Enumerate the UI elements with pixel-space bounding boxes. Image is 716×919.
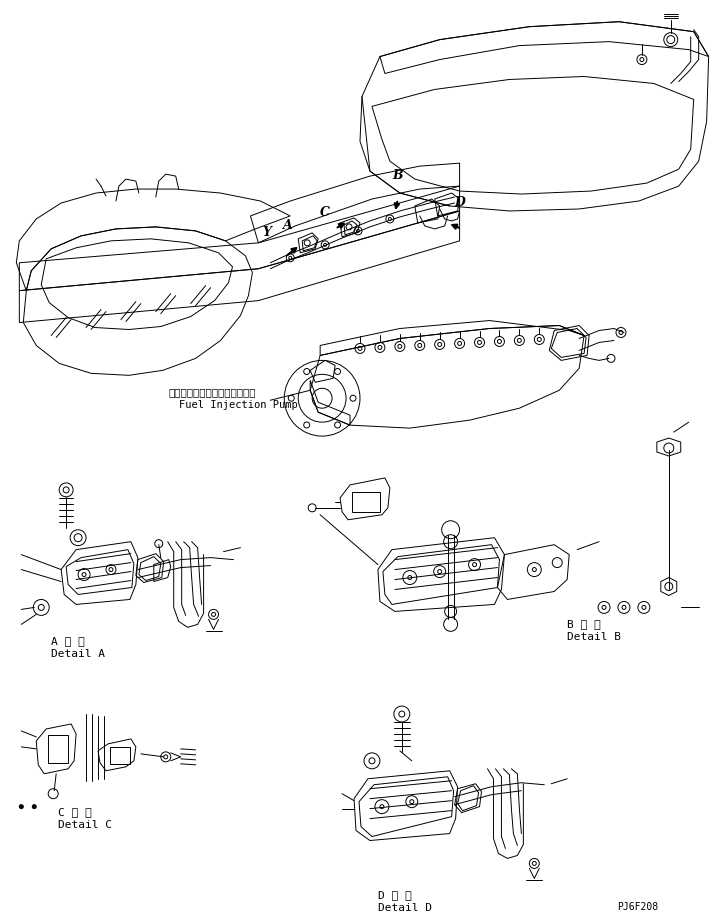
Text: Fuel Injection Pump: Fuel Injection Pump xyxy=(179,400,297,410)
Text: D 詳 細: D 詳 細 xyxy=(378,891,412,901)
Text: Detail B: Detail B xyxy=(567,632,621,642)
Text: PJ6F208: PJ6F208 xyxy=(617,902,658,913)
Text: Detail A: Detail A xyxy=(52,649,105,659)
Bar xyxy=(48,735,68,763)
Circle shape xyxy=(19,805,24,809)
Bar xyxy=(110,747,130,764)
Text: C: C xyxy=(320,206,330,219)
Text: Detail D: Detail D xyxy=(378,903,432,913)
Text: A 詳 細: A 詳 細 xyxy=(52,636,85,646)
Circle shape xyxy=(32,805,37,809)
Text: D: D xyxy=(455,196,465,209)
Text: B 詳 細: B 詳 細 xyxy=(567,619,601,630)
Bar xyxy=(352,492,380,512)
Text: フェルインジェクションポンプ: フェルインジェクションポンプ xyxy=(169,387,256,397)
Text: A: A xyxy=(284,219,293,232)
Text: Y: Y xyxy=(262,226,271,239)
Text: C 詳 細: C 詳 細 xyxy=(58,807,92,817)
Text: Detail C: Detail C xyxy=(58,820,112,830)
Text: B: B xyxy=(392,169,402,182)
